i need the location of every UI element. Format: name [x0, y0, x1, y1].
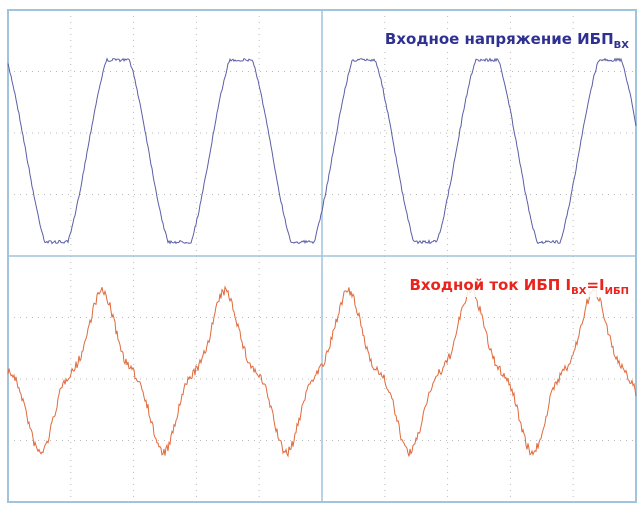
current-label: Входной ток ИБП IВХ=IИБП: [406, 276, 632, 297]
current-label-sub: ВХ: [571, 286, 587, 297]
voltage-label-text: Входное напряжение ИБП: [384, 30, 614, 48]
grid: [8, 10, 636, 502]
voltage-label-sub: ВХ: [613, 40, 629, 51]
current-label-sub: ИБП: [604, 286, 629, 297]
voltage-trace: [7, 57, 637, 245]
voltage-label: Входное напряжение ИБПВХ: [381, 30, 632, 51]
current-trace: [7, 285, 637, 458]
current-label-mid: =I: [586, 276, 605, 294]
current-label-text: Входной ток ИБП I: [409, 276, 572, 294]
